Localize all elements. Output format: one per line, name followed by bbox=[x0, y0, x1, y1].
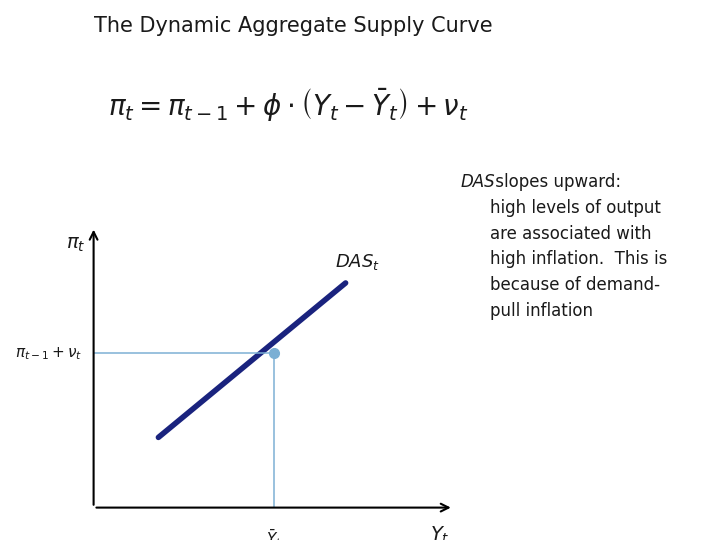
Text: $\bar{Y}_t$: $\bar{Y}_t$ bbox=[266, 527, 282, 540]
Text: $Y_t$: $Y_t$ bbox=[431, 524, 450, 540]
Text: $\pi_t = \pi_{t-1} + \phi \cdot \left(Y_t - \bar{Y}_t\right) + \nu_t$: $\pi_t = \pi_{t-1} + \phi \cdot \left(Y_… bbox=[108, 86, 468, 124]
Text: $\pi_t$: $\pi_t$ bbox=[66, 235, 86, 254]
Text: DAS: DAS bbox=[461, 173, 495, 191]
Text: $\pi_{t-1} + \nu_t$: $\pi_{t-1} + \nu_t$ bbox=[15, 345, 83, 361]
Text: slopes upward:
high levels of output
are associated with
high inflation.  This i: slopes upward: high levels of output are… bbox=[490, 173, 667, 320]
Text: The Dynamic Aggregate Supply Curve: The Dynamic Aggregate Supply Curve bbox=[94, 16, 492, 36]
Text: $DAS_t$: $DAS_t$ bbox=[335, 252, 379, 272]
